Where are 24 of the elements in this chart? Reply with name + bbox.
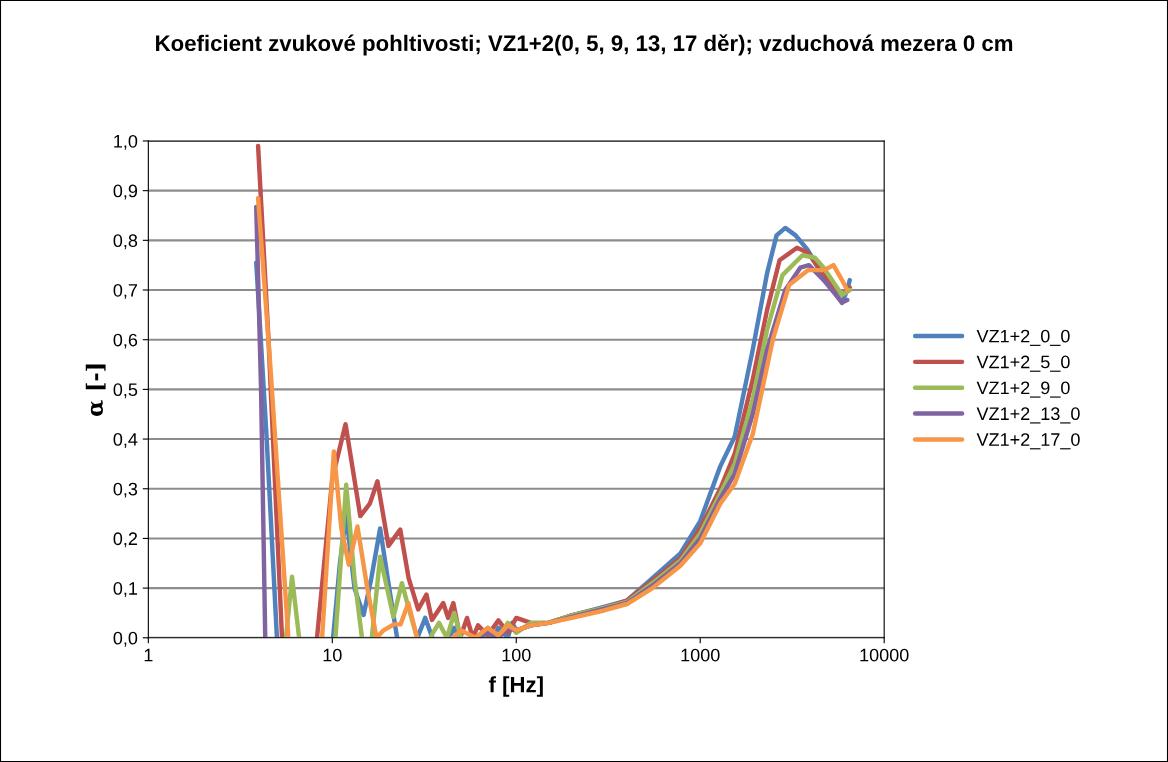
legend-label: VZ1+2_9_0 <box>976 381 1070 398</box>
legend-label: VZ1+2_5_0 <box>976 355 1070 372</box>
y-tick-label: 0,7 <box>113 283 138 299</box>
legend-label: VZ1+2_17_0 <box>976 433 1080 450</box>
chart-title: Koeficient zvukové pohltivosti; VZ1+2(0, 5, 9, 13, 17 děr); vzduchová mezera 0 cm <box>156 34 1013 56</box>
x-tick-label: 10000 <box>860 648 909 662</box>
x-tick-label: 100 <box>502 648 531 662</box>
y-tick-label: 0,2 <box>113 532 138 548</box>
y-tick-label: 0,9 <box>113 184 138 200</box>
y-tick-label: 1,0 <box>114 134 138 150</box>
legend-label: VZ1+2_13_0 <box>976 407 1080 424</box>
y-tick-label: 0,4 <box>113 433 138 448</box>
x-axis-title: f [Hz] <box>488 676 543 697</box>
x-tick-label: 10 <box>323 648 342 662</box>
x-tick-label: 1 <box>144 648 153 662</box>
y-tick-label: 0,5 <box>113 383 138 399</box>
y-tick-label: 0,0 <box>113 631 138 647</box>
x-tick-label: 1000 <box>681 648 720 662</box>
legend-label: VZ1+2_0_0 <box>976 329 1070 346</box>
y-tick-label: 0,1 <box>113 582 138 597</box>
y-axis-title: α [-] <box>85 364 106 417</box>
y-tick-label: 0,8 <box>113 234 138 250</box>
y-tick-label: 0,3 <box>113 482 138 498</box>
y-tick-label: 0,6 <box>113 333 138 349</box>
